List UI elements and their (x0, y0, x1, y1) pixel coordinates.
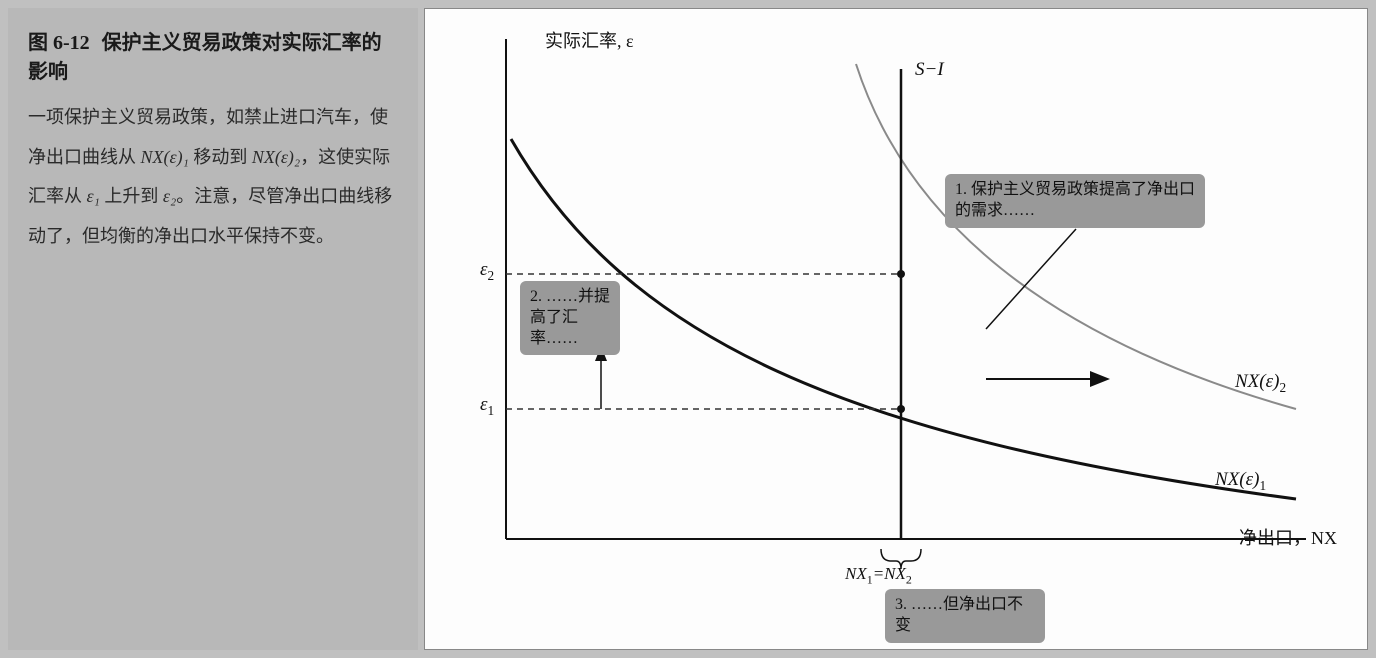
callout-1: 1. 保护主义贸易政策提高了净出口的需求…… (945, 174, 1205, 228)
eq-point-e1 (897, 405, 905, 413)
caption-text-4: 上升到 (100, 186, 163, 206)
caption-e1: ε₁ (87, 186, 100, 206)
callout-2: 2. ……并提高了汇率…… (520, 281, 620, 355)
x-axis-label: 净出口，NX (1239, 524, 1337, 550)
caption-nx2: NX(ε)₂ (252, 147, 300, 167)
figure-heading: 图 6-12 保护主义贸易政策对实际汇率的影响 (28, 26, 398, 84)
e2-tick-label: ε2 (480, 259, 494, 284)
caption-e2: ε₂ (163, 186, 176, 206)
nx2-label: NX(ε)2 (1235, 371, 1286, 396)
figure-container: 图 6-12 保护主义贸易政策对实际汇率的影响 一项保护主义贸易政策，如禁止进口… (0, 0, 1376, 658)
nx1-label: NX(ε)1 (1215, 469, 1266, 494)
caption-body: 一项保护主义贸易政策，如禁止进口汽车，使净出口曲线从 NX(ε)₁ 移动到 NX… (28, 98, 398, 256)
callout1-pointer (986, 229, 1076, 329)
eq-point-e2 (897, 270, 905, 278)
nx-equal-label: NX1=NX2 (845, 564, 912, 587)
y-axis-label: 实际汇率, ε (545, 27, 634, 53)
chart-panel: 实际汇率, ε 净出口，NX S−I NX(ε)1 NX(ε)2 ε1 ε2 N… (424, 8, 1368, 650)
caption-nx1: NX(ε)₁ (141, 147, 189, 167)
e1-tick-label: ε1 (480, 394, 494, 419)
callout-3: 3. ……但净出口不变 (885, 589, 1045, 643)
figure-number: 图 6-12 (28, 32, 90, 54)
si-label: S−I (915, 59, 944, 81)
caption-text-2: 移动到 (189, 147, 252, 167)
curve-nx2 (856, 64, 1296, 409)
caption-panel: 图 6-12 保护主义贸易政策对实际汇率的影响 一项保护主义贸易政策，如禁止进口… (8, 8, 418, 650)
